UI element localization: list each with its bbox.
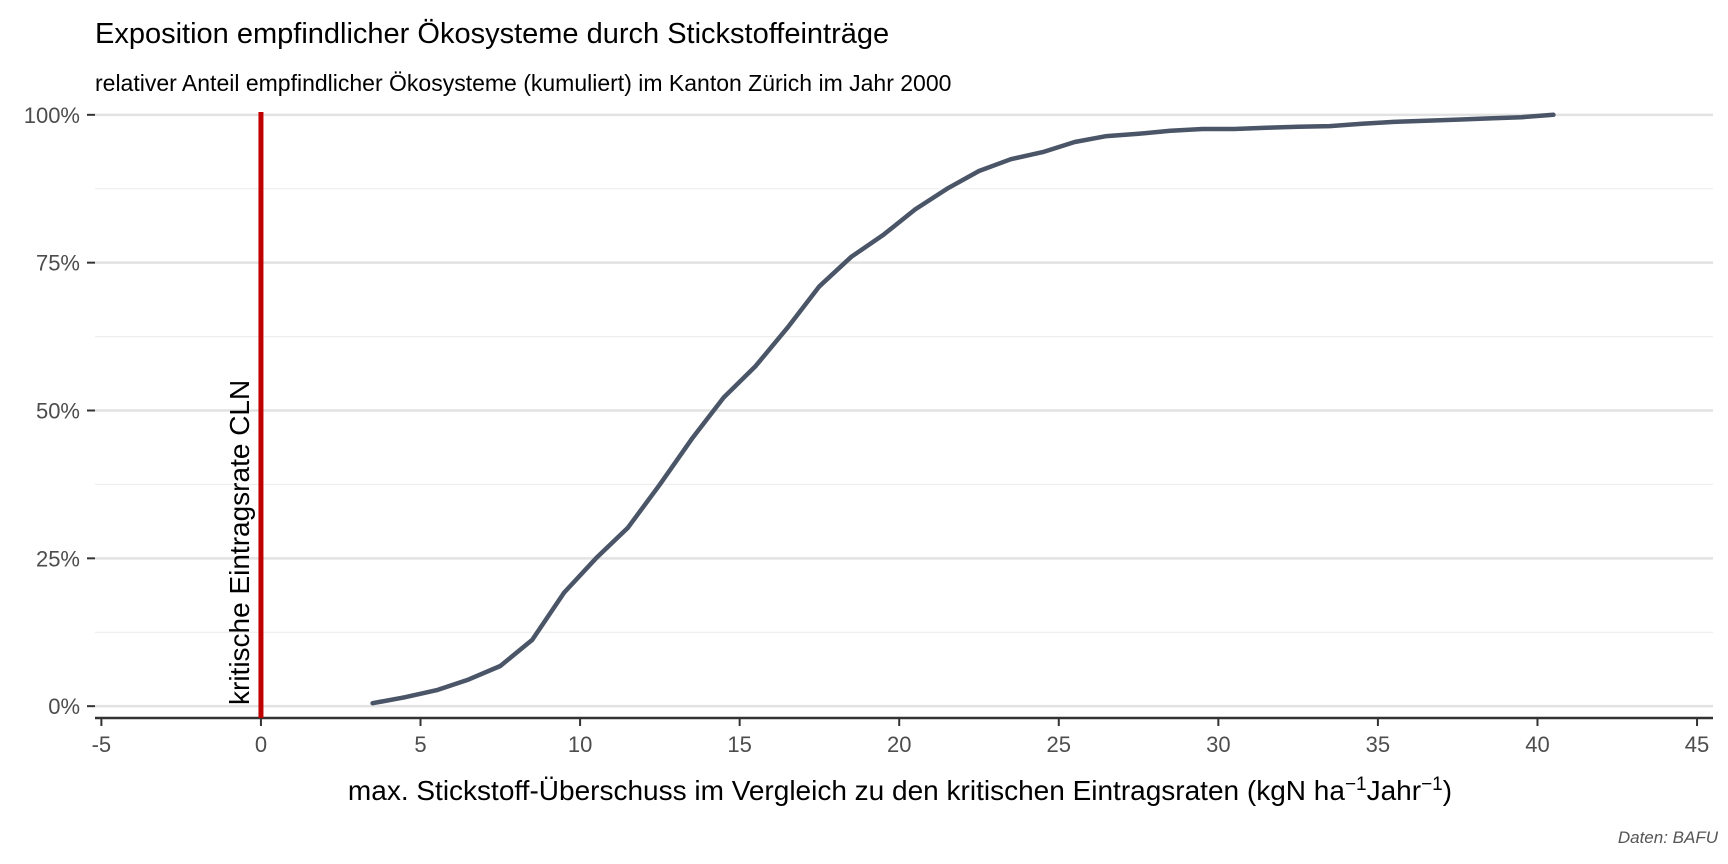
series-point-0-21: [1040, 150, 1045, 155]
series-point-0-25: [1168, 128, 1173, 133]
data-source-caption: Daten: BAFU: [1617, 828, 1718, 847]
y-tick-label-3: 75%: [36, 251, 80, 276]
x-tick-label-7: 30: [1206, 732, 1230, 757]
series-point-0-6: [562, 590, 567, 595]
series-point-0-18: [945, 186, 950, 191]
series-point-0-14: [817, 284, 822, 289]
x-tick-label-6: 25: [1047, 732, 1071, 757]
reference-line-label: kritische Eintragsrate CLN: [224, 380, 255, 705]
series-point-0-30: [1328, 124, 1333, 129]
y-tick-label-2: 50%: [36, 399, 80, 424]
series-point-0-31: [1359, 121, 1364, 126]
x-tick-label-5: 20: [887, 732, 911, 757]
series-layer: [370, 112, 1556, 706]
series-point-0-27: [1232, 127, 1237, 132]
x-axis-title-unit: Jahr: [1367, 775, 1421, 806]
series-point-0-9: [657, 482, 662, 487]
series-point-0-13: [785, 325, 790, 330]
reference-line-group: kritische Eintragsrate CLN: [224, 112, 264, 718]
series-point-0-15: [849, 254, 854, 259]
x-axis-title-main: max. Stickstoff-Überschuss im Vergleich …: [348, 775, 1345, 806]
series-line-0: [370, 112, 1556, 706]
y-tick-label-1: 25%: [36, 546, 80, 571]
y-tick-label-4: 100%: [24, 103, 80, 128]
x-axis-title: max. Stickstoff-Überschuss im Vergleich …: [348, 774, 1452, 806]
x-axis-title-exponent-2: −1: [1421, 774, 1443, 795]
series-point-0-4: [498, 663, 503, 668]
x-axis: -5 0 5 10 15 20 25 30 35 40 45: [92, 716, 1713, 757]
x-tick-label-9: 40: [1525, 732, 1549, 757]
series-point-0-3: [466, 677, 471, 682]
x-tick-label-10: 45: [1685, 732, 1709, 757]
series-point-0-5: [530, 637, 535, 642]
series-point-0-12: [753, 364, 758, 369]
series-point-0-2: [434, 688, 439, 693]
series-point-0-29: [1296, 124, 1301, 129]
y-tick-label-0: 0%: [48, 694, 80, 719]
series-point-0-8: [625, 525, 630, 530]
series-point-0-23: [1104, 134, 1109, 139]
x-axis-title-close: ): [1443, 775, 1452, 806]
series-point-0-24: [1136, 131, 1141, 136]
series-point-0-33: [1423, 118, 1428, 123]
grid-lines: [95, 113, 1713, 708]
series-point-0-26: [1200, 127, 1205, 132]
x-tick-label-8: 35: [1366, 732, 1390, 757]
series-point-0-17: [913, 207, 918, 212]
series-point-0-22: [1072, 140, 1077, 145]
series-point-0-7: [594, 556, 599, 561]
x-tick-label-4: 15: [727, 732, 751, 757]
series-point-0-34: [1455, 117, 1460, 122]
series-point-0-20: [1008, 157, 1013, 162]
y-axis-ticks: 0% 25% 50% 75% 100%: [24, 103, 95, 719]
x-tick-label-3: 10: [568, 732, 592, 757]
chart-title: Exposition empfindlicher Ökosysteme durc…: [95, 18, 890, 50]
chart-subtitle: relativer Anteil empfindlicher Ökosystem…: [95, 70, 952, 96]
series-point-0-37: [1551, 112, 1556, 117]
x-tick-label-0: -5: [92, 732, 112, 757]
series-point-0-36: [1519, 115, 1524, 120]
x-tick-label-1: 0: [255, 732, 267, 757]
series-point-0-0: [370, 701, 375, 706]
series-point-0-32: [1391, 119, 1396, 124]
series-point-0-16: [881, 232, 886, 237]
series-point-0-19: [976, 169, 981, 174]
x-tick-label-2: 5: [414, 732, 426, 757]
series-point-0-10: [689, 436, 694, 441]
series-point-0-1: [402, 695, 407, 700]
series-point-0-11: [721, 395, 726, 400]
x-axis-title-exponent-1: −1: [1345, 774, 1367, 795]
series-point-0-28: [1264, 125, 1269, 130]
series-point-0-35: [1487, 116, 1492, 121]
